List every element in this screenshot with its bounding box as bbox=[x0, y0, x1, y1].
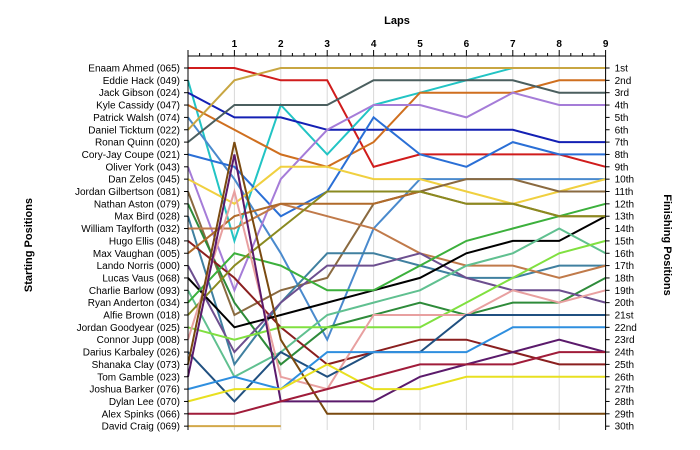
starting-position-label: Kyle Cassidy (047) bbox=[96, 101, 180, 112]
starting-position-label: Dylan Lee (070) bbox=[109, 397, 180, 408]
finishing-position-label: 18th bbox=[615, 273, 634, 284]
starting-position-label: Eddie Hack (049) bbox=[103, 76, 180, 87]
driver-line-3 bbox=[187, 91, 606, 144]
driver-line-6 bbox=[187, 67, 606, 131]
starting-position-label: William Taylforth (032) bbox=[81, 224, 180, 235]
starting-position-label: Lucas Vaus (068) bbox=[102, 273, 180, 284]
starting-position-label: Tom Gamble (023) bbox=[97, 372, 180, 383]
starting-position-label: Ryan Anderton (034) bbox=[88, 298, 180, 309]
starting-position-label: Enaam Ahmed (065) bbox=[88, 64, 180, 75]
lap-tick-label: 9 bbox=[603, 39, 609, 50]
finishing-position-label: 12th bbox=[615, 199, 634, 210]
driver-line-10 bbox=[187, 165, 606, 205]
finishing-position-label: 20th bbox=[615, 298, 634, 309]
finishing-position-label: 10th bbox=[615, 175, 634, 186]
finishing-position-label: 27th bbox=[615, 385, 634, 396]
lap-tick-label: 2 bbox=[278, 39, 284, 50]
finishing-position-label: 23rd bbox=[615, 335, 635, 346]
finishing-position-label: 21st bbox=[615, 311, 634, 322]
finishing-position-label: 24th bbox=[615, 348, 634, 359]
chart-title: Laps bbox=[384, 15, 410, 27]
driver-line-8 bbox=[187, 115, 606, 218]
axis-labels: Enaam Ahmed (065)Eddie Hack (049)Jack Gi… bbox=[75, 64, 637, 433]
driver-line-27 bbox=[187, 326, 606, 391]
finishing-position-label: 4th bbox=[615, 101, 629, 112]
starting-position-label: Dan Zelos (045) bbox=[108, 175, 180, 186]
driver-line-9 bbox=[187, 91, 606, 294]
driver-line-7 bbox=[187, 79, 606, 143]
starting-position-label: Alex Spinks (066) bbox=[102, 409, 180, 420]
lap-tick-label: 5 bbox=[417, 39, 423, 50]
starting-position-label: Nathan Aston (079) bbox=[94, 199, 180, 210]
starting-position-label: Shanaka Clay (073) bbox=[92, 360, 180, 371]
finishing-position-label: 5th bbox=[615, 113, 629, 124]
driver-line-23 bbox=[187, 187, 606, 391]
driver-line-21 bbox=[187, 190, 606, 316]
starting-position-label: Ronan Quinn (020) bbox=[95, 138, 180, 149]
finishing-position-label: 3rd bbox=[615, 88, 629, 99]
lap-tick-label: 3 bbox=[324, 39, 330, 50]
finishing-position-label: 7th bbox=[615, 138, 629, 149]
driver-line-25 bbox=[187, 141, 606, 415]
finishing-position-label: 30th bbox=[615, 422, 634, 433]
finishing-position-label: 9th bbox=[615, 162, 629, 173]
finishing-position-label: 22nd bbox=[615, 323, 637, 334]
starting-position-label: Joshua Barker (076) bbox=[89, 385, 180, 396]
starting-position-label: Patrick Walsh (074) bbox=[93, 113, 180, 124]
lap-tick-label: 4 bbox=[371, 39, 377, 50]
starting-position-label: Jordan Gilbertson (081) bbox=[75, 187, 180, 198]
finishing-position-label: 15th bbox=[615, 236, 634, 247]
lap-tick-label: 6 bbox=[464, 39, 470, 50]
finishing-position-label: 6th bbox=[615, 125, 629, 136]
finishing-position-label: 16th bbox=[615, 249, 634, 260]
starting-position-label: Connor Jupp (008) bbox=[97, 335, 180, 346]
driver-line-22 bbox=[187, 239, 606, 341]
driver-line-19 bbox=[187, 227, 607, 379]
driver-line-29 bbox=[188, 351, 606, 415]
starting-position-label: Max Vaughan (005) bbox=[93, 249, 180, 260]
finishing-position-label: 8th bbox=[615, 150, 629, 161]
lap-tick-label: 7 bbox=[510, 39, 516, 50]
finishing-position-label: 13th bbox=[615, 212, 634, 223]
starting-position-label: David Craig (069) bbox=[102, 422, 180, 433]
lap-tick-label: 1 bbox=[232, 39, 238, 50]
finishing-position-label: 25th bbox=[615, 360, 634, 371]
starting-position-label: Max Bird (028) bbox=[114, 212, 180, 223]
starting-position-label: Lando Norris (000) bbox=[97, 261, 180, 272]
driver-line-17 bbox=[187, 252, 606, 354]
starting-position-label: Darius Karbaley (026) bbox=[83, 348, 180, 359]
finishing-position-label: 11th bbox=[615, 187, 634, 198]
starting-position-label: Cory-Jay Coupe (021) bbox=[82, 150, 180, 161]
finishing-position-label: 14th bbox=[615, 224, 634, 235]
finishing-position-label: 28th bbox=[615, 397, 634, 408]
starting-position-label: Oliver York (043) bbox=[106, 162, 180, 173]
finishing-position-label: 29th bbox=[615, 409, 634, 420]
driver-line-20 bbox=[187, 202, 606, 304]
finishing-position-label: 2nd bbox=[615, 76, 632, 87]
axes bbox=[184, 50, 610, 430]
lap-tick-label: 8 bbox=[556, 39, 562, 50]
finishing-position-label: 19th bbox=[615, 286, 634, 297]
series-lines bbox=[187, 67, 607, 428]
finishing-position-label: 26th bbox=[615, 372, 634, 383]
driver-line-14 bbox=[188, 202, 606, 279]
starting-position-label: Alfie Brown (018) bbox=[103, 311, 180, 322]
y-axis-title-left: Starting Positions bbox=[23, 198, 35, 292]
finishing-position-label: 17th bbox=[615, 261, 634, 272]
driver-line-28 bbox=[187, 363, 606, 403]
starting-position-label: Charlie Barlow (093) bbox=[89, 286, 180, 297]
starting-position-label: Jordan Goodyear (025) bbox=[77, 323, 180, 334]
starting-position-label: Daniel Ticktum (022) bbox=[88, 125, 180, 136]
starting-position-label: Jack Gibson (024) bbox=[99, 88, 180, 99]
y-axis-title-right: Finishing Positions bbox=[661, 194, 673, 295]
starting-position-label: Hugo Ellis (048) bbox=[109, 236, 180, 247]
finishing-position-label: 1st bbox=[615, 64, 629, 75]
